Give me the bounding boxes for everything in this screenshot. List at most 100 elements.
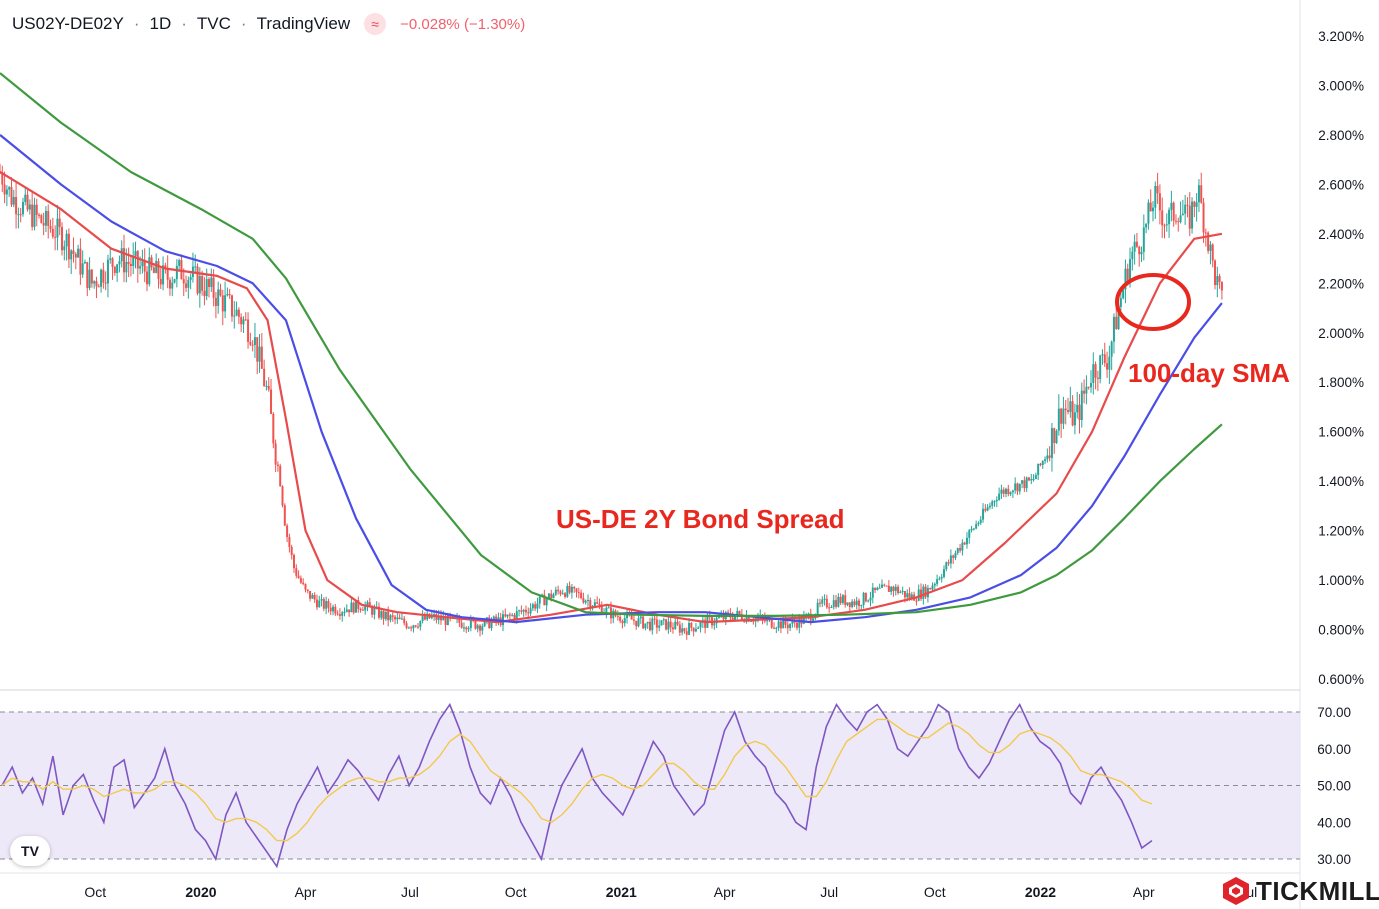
candle-body bbox=[844, 595, 847, 605]
candle-body bbox=[584, 600, 587, 603]
candle-body bbox=[497, 617, 500, 622]
candle-body bbox=[419, 620, 422, 627]
candle-body bbox=[722, 615, 725, 620]
candle-body bbox=[685, 631, 688, 635]
candle-body bbox=[334, 606, 337, 614]
candle-body bbox=[309, 591, 312, 599]
candle-body bbox=[15, 197, 18, 215]
candle-body bbox=[1039, 463, 1042, 465]
candle-body bbox=[460, 622, 463, 628]
candle-body bbox=[371, 606, 374, 615]
candle-body bbox=[674, 621, 677, 630]
candle-body bbox=[357, 599, 360, 609]
candle-body bbox=[17, 214, 20, 216]
candle-body bbox=[1021, 480, 1024, 484]
candle-body bbox=[929, 588, 932, 590]
candle-body bbox=[352, 602, 355, 613]
candle-body bbox=[1092, 364, 1095, 384]
candle-body bbox=[485, 617, 488, 620]
candle-body bbox=[637, 618, 640, 627]
interval-label[interactable]: 1D bbox=[149, 14, 172, 33]
candle-body bbox=[210, 277, 213, 287]
candle-body bbox=[736, 610, 739, 615]
time-tick-label: Jul bbox=[820, 884, 838, 900]
candle-body bbox=[812, 618, 815, 621]
candle-body bbox=[214, 297, 217, 306]
candle-body bbox=[1, 172, 4, 185]
candle-body bbox=[377, 606, 380, 618]
tradingview-logo-icon[interactable]: TV bbox=[10, 836, 50, 866]
candle-body bbox=[952, 555, 955, 558]
candle-body bbox=[189, 276, 192, 280]
candle-body bbox=[373, 608, 376, 615]
candle-body bbox=[28, 204, 31, 210]
approx-icon[interactable]: ≈ bbox=[364, 13, 387, 35]
candle-body bbox=[1048, 455, 1051, 458]
candle-body bbox=[832, 600, 835, 607]
symbol-label[interactable]: US02Y-DE02Y bbox=[12, 14, 124, 33]
candle-body bbox=[662, 619, 665, 621]
candle-body bbox=[31, 204, 34, 227]
candle-body bbox=[437, 615, 440, 620]
candle-body bbox=[1080, 390, 1083, 420]
candle-body bbox=[892, 586, 895, 591]
candle-body bbox=[777, 621, 780, 628]
candle-body bbox=[704, 619, 707, 628]
candle-body bbox=[646, 621, 649, 624]
candle-body bbox=[325, 601, 328, 609]
candle-body bbox=[196, 266, 199, 294]
candle-body bbox=[1179, 215, 1182, 222]
candle-body bbox=[779, 621, 782, 629]
candle-body bbox=[922, 586, 925, 599]
candle-body bbox=[407, 627, 410, 629]
candle-body bbox=[233, 315, 236, 317]
candle-body bbox=[1211, 244, 1214, 261]
candle-body bbox=[228, 294, 231, 296]
candle-body bbox=[1152, 207, 1155, 212]
candle-body bbox=[1174, 220, 1177, 222]
candle-body bbox=[3, 184, 6, 195]
candle-body bbox=[531, 604, 534, 609]
candle-body bbox=[616, 615, 619, 617]
candle-body bbox=[1129, 259, 1132, 283]
candle-body bbox=[58, 218, 61, 227]
candle-body bbox=[642, 616, 645, 629]
oscillator-line-1 bbox=[1, 718, 1153, 842]
candle-body bbox=[1041, 461, 1044, 465]
candle-body bbox=[329, 607, 332, 612]
candle-body bbox=[848, 602, 851, 608]
candle-body bbox=[630, 615, 633, 620]
candle-body bbox=[1202, 202, 1205, 233]
candle-body bbox=[947, 562, 950, 564]
candle-body bbox=[221, 295, 224, 312]
candle-body bbox=[828, 607, 831, 609]
candle-body bbox=[917, 589, 920, 601]
candle-body bbox=[1094, 364, 1097, 378]
oscillator-tick-label: 40.00 bbox=[1317, 815, 1351, 830]
candle-body bbox=[995, 499, 998, 502]
oscillator-line-0 bbox=[1, 702, 1153, 869]
candle-body bbox=[345, 609, 348, 612]
candle-body bbox=[240, 316, 243, 325]
candle-body bbox=[212, 277, 215, 298]
candle-body bbox=[1055, 430, 1058, 444]
candle-body bbox=[290, 547, 293, 555]
candle-body bbox=[123, 248, 126, 273]
candle-body bbox=[320, 599, 323, 601]
candle-body bbox=[247, 319, 250, 342]
candle-body bbox=[821, 599, 824, 604]
candle-body bbox=[559, 591, 562, 594]
tickmill-logo: TICKMILL bbox=[1222, 875, 1379, 907]
candle-body bbox=[885, 585, 888, 587]
candle-body bbox=[295, 568, 298, 576]
candle-body bbox=[577, 592, 580, 594]
candle-body bbox=[1191, 201, 1194, 229]
candle-body bbox=[924, 586, 927, 598]
candle-body bbox=[878, 587, 881, 589]
candle-body bbox=[444, 616, 447, 625]
price-tick-label: 2.600% bbox=[1318, 177, 1364, 192]
candle-body bbox=[77, 248, 80, 258]
candle-body bbox=[506, 614, 509, 617]
candle-body bbox=[19, 214, 22, 216]
